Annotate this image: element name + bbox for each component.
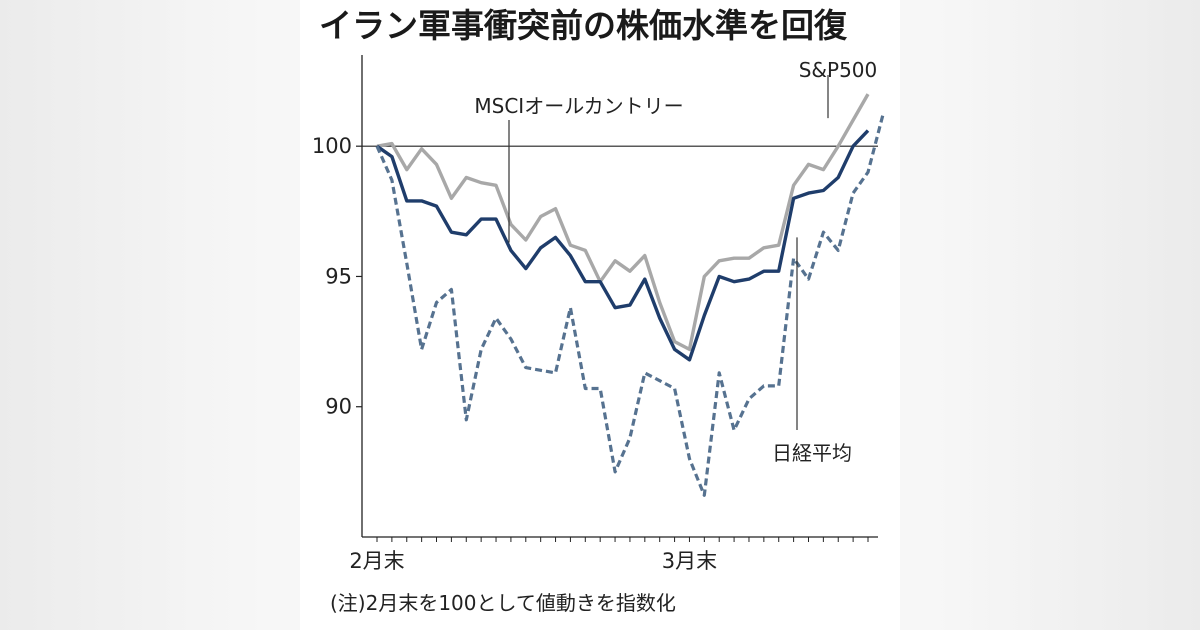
x-tick-label: 2月末 [349,549,404,573]
y-tick-label: 90 [325,395,352,419]
x-tick-label: 3月末 [662,549,717,573]
sp500-label: S&P500 [799,58,878,82]
msci-acwi-line [376,129,870,362]
y-tick-label: 95 [325,264,352,288]
sp500-line [376,93,870,352]
nikkei-label: 日経平均 [772,441,852,465]
nikkei-line [375,114,885,497]
msci-label: MSCIオールカントリー [474,94,683,118]
chart-note: (注)2月末を100として値動きを指数化 [330,591,676,615]
chart-card: イラン軍事衝突前の株価水準を回復 90 95 100 2月末 3月末 S&P500 MSC… [300,0,900,630]
y-tick-label: 100 [312,134,352,158]
line-chart: イラン軍事衝突前の株価水準を回復 90 95 100 2月末 3月末 S&P500 MSC… [312,6,885,615]
chart-title: イラン軍事衝突前の株価水準を回復 [319,6,848,45]
